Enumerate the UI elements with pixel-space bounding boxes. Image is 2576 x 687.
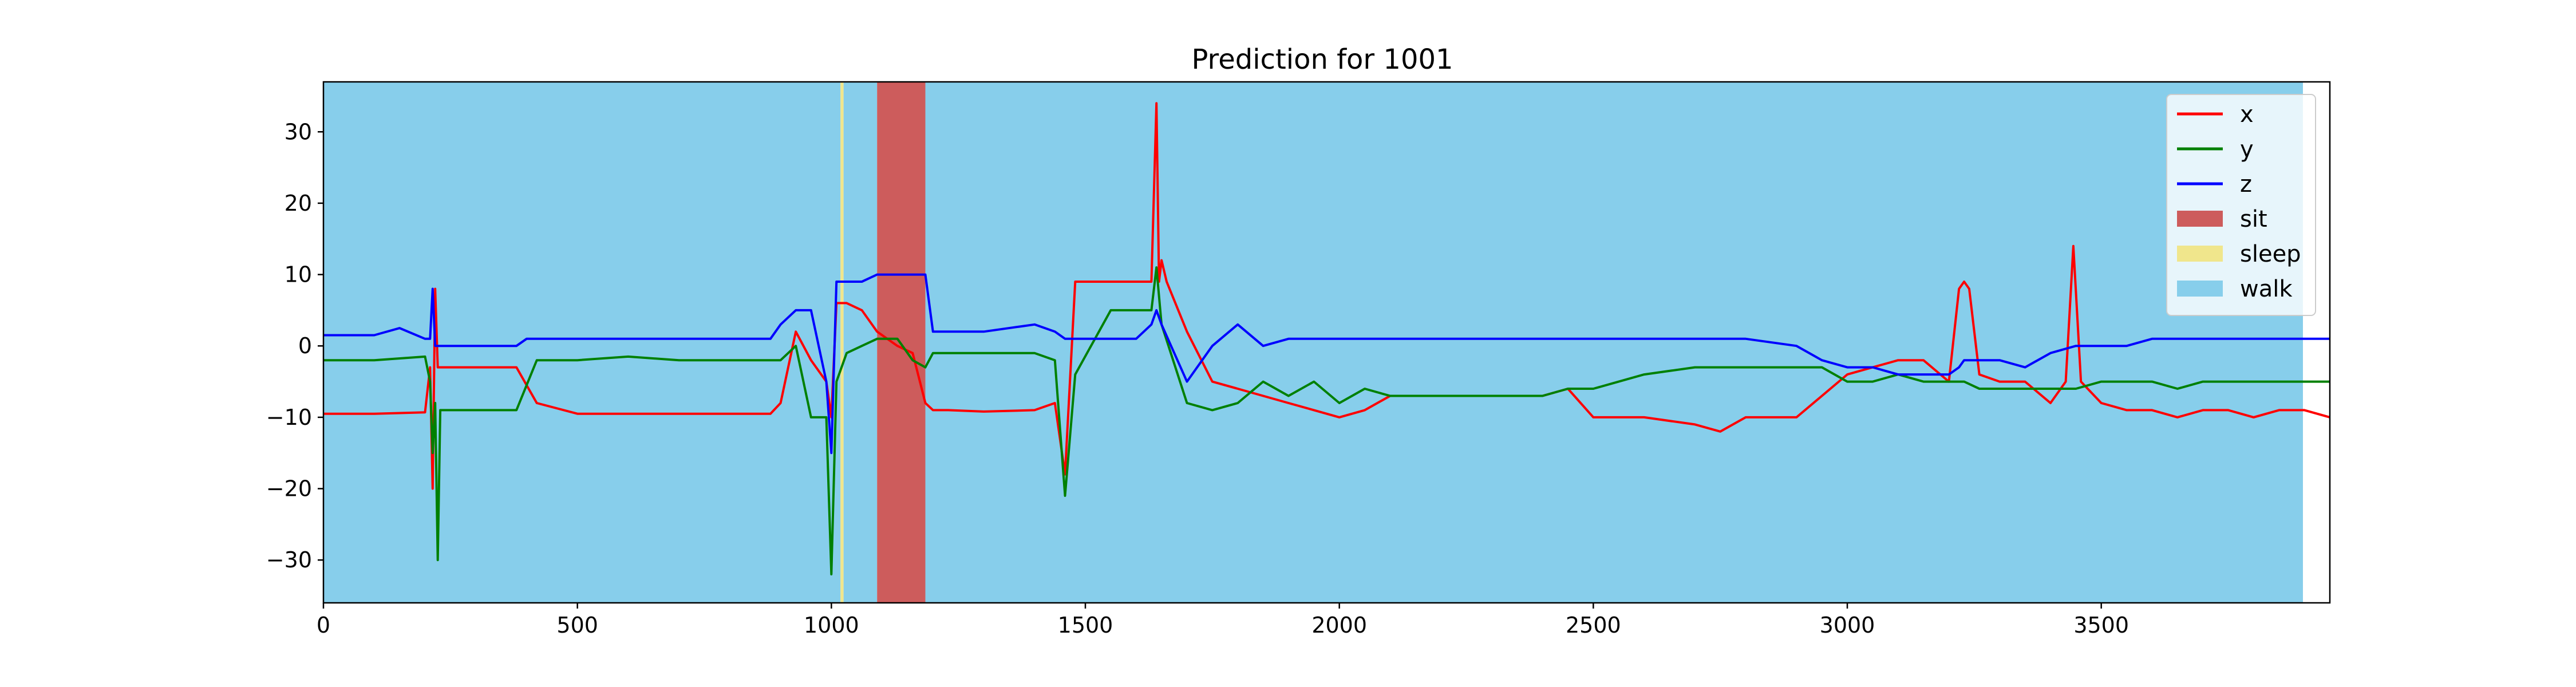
x-tick-label: 500 [556, 613, 598, 638]
series-line-x [323, 102, 2330, 490]
series-line-z [323, 273, 2330, 455]
legend: xyz sit sleep walk [2166, 94, 2316, 316]
region-walk-4 [925, 82, 2303, 603]
legend-label-sit: sit [2240, 206, 2267, 232]
axes: 0 500 1000 1500 2000 2500 3000 3500 −30 −20 −10 0 10… [266, 81, 2331, 638]
legend-label-x: x [2240, 101, 2254, 128]
x-tick-label: 3000 [1820, 613, 1875, 638]
legend-label-sleep: sleep [2240, 241, 2301, 267]
y-tick-label: 20 [285, 191, 312, 216]
x-tick-label: 0 [317, 613, 330, 638]
x-tick-label: 3500 [2073, 613, 2129, 638]
legend-label-y: y [2240, 136, 2254, 163]
chart-title: Prediction for 1001 [1191, 44, 1453, 76]
legend-swatch-sit [2177, 211, 2223, 227]
x-tick-label: 2000 [1311, 613, 1367, 638]
legend-label-z: z [2240, 171, 2252, 198]
x-tick-label: 2500 [1566, 613, 1621, 638]
legend-swatch-walk [2177, 281, 2223, 297]
y-tick-label: 0 [298, 333, 312, 358]
region-walk-0 [323, 82, 841, 603]
y-tick-label: −20 [266, 476, 312, 502]
y-tick-label: −30 [266, 547, 312, 572]
series-line-y [323, 266, 2330, 576]
y-tick-label: 30 [285, 119, 312, 144]
plot-area [323, 82, 2330, 603]
x-tick-label: 1000 [804, 613, 859, 638]
region-sleep-1 [840, 82, 844, 603]
x-tick-label: 1500 [1058, 613, 1113, 638]
legend-swatch-sleep [2177, 246, 2223, 262]
axes-frame [322, 81, 2331, 604]
legend-label-walk: walk [2240, 276, 2293, 302]
y-tick-label: 10 [285, 262, 312, 287]
y-tick-label: −10 [266, 405, 312, 430]
